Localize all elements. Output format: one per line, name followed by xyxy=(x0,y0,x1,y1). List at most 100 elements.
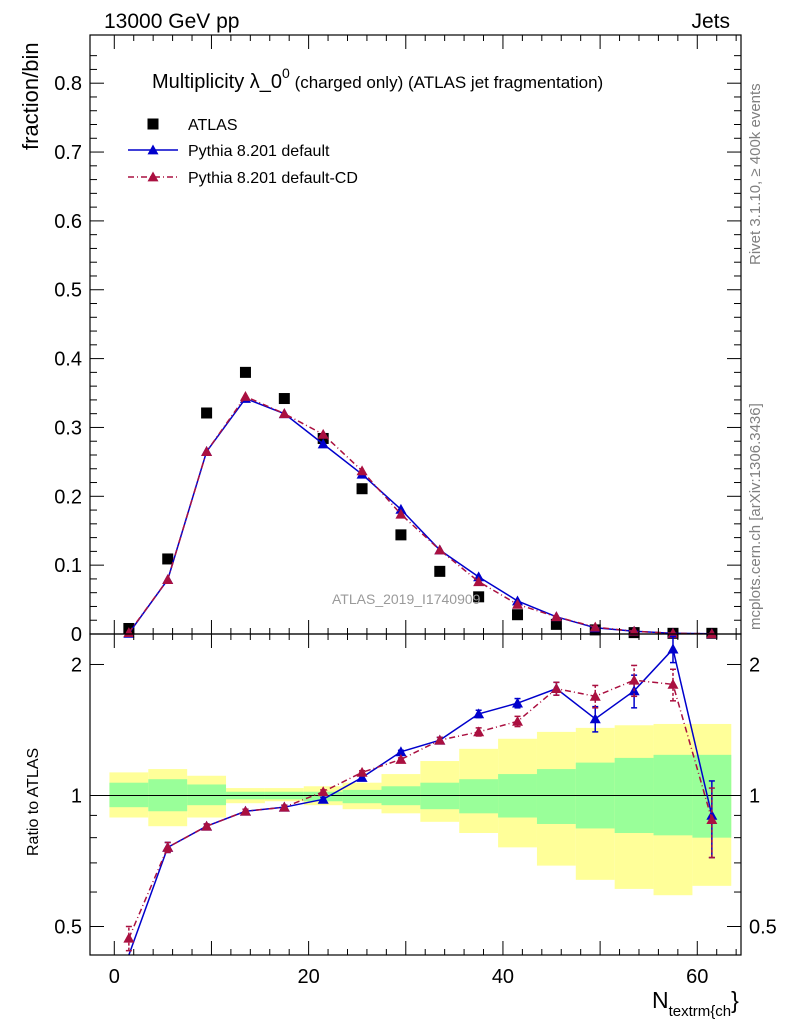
y-tick-label: 0.5 xyxy=(54,280,82,302)
ratio-point xyxy=(317,786,329,797)
main-plot-title: Multiplicity λ_00 (charged only) (ATLAS … xyxy=(152,65,603,93)
main-y-axis-label: fraction/bin xyxy=(18,42,43,150)
ratio-y-tick-label-left: 1 xyxy=(71,785,82,807)
x-axis-label-subscript: textrm{ch xyxy=(669,1003,732,1020)
main-plot-title-rest: (charged only) (ATLAS jet fragmentation) xyxy=(290,73,603,92)
data-point xyxy=(201,407,213,419)
data-point xyxy=(317,438,329,449)
y-tick-label: 0.3 xyxy=(54,417,82,439)
data-point xyxy=(356,465,368,476)
data-point xyxy=(473,591,485,603)
ratio-point xyxy=(589,690,601,701)
ratio-series-line xyxy=(128,647,713,956)
data-point xyxy=(667,627,679,638)
data-point xyxy=(395,529,407,541)
header-right: Jets xyxy=(691,10,730,33)
y-tick-label: 0 xyxy=(71,624,82,646)
data-point xyxy=(162,574,174,585)
data-point xyxy=(278,393,290,405)
data-point xyxy=(512,609,524,621)
legend-marker xyxy=(147,144,159,155)
band-stat-bin xyxy=(536,769,576,824)
ratio-point xyxy=(550,683,562,694)
data-point xyxy=(473,576,485,587)
data-point xyxy=(434,565,446,577)
ratio-point xyxy=(317,793,329,804)
ratio-axes: 0 20 40 60 0.5 0.5 1 1 2 2 xyxy=(54,633,777,988)
main-plot-title-main: Multiplicity λ_0 xyxy=(152,71,282,93)
ratio-point xyxy=(434,734,446,745)
x-axis-label-main: N xyxy=(652,987,669,1013)
ratio-y-tick-label-right: 0.5 xyxy=(749,916,777,938)
data-point xyxy=(356,483,368,495)
x-axis-label-tail: } xyxy=(731,987,739,1013)
legend-label: ATLAS xyxy=(188,117,238,134)
ratio-point xyxy=(162,841,174,852)
band-stat-bin xyxy=(342,789,382,804)
data-point xyxy=(550,611,562,622)
header-left: 13000 GeV pp xyxy=(104,10,239,33)
data-point xyxy=(317,428,329,439)
ratio-point xyxy=(667,643,679,654)
ratio-point xyxy=(706,814,718,825)
legend-marker xyxy=(147,118,159,130)
analysis-label: ATLAS_2019_I1740909 xyxy=(332,591,481,607)
ratio-point xyxy=(278,801,290,812)
legend-marker xyxy=(147,171,159,182)
ratio-y-tick-label-left: 2 xyxy=(71,654,82,676)
x-tick-label: 40 xyxy=(492,966,514,988)
y-tick-label: 0.1 xyxy=(54,555,82,577)
data-point xyxy=(239,390,251,401)
rivet-note: Rivet 3.1.10, ≥ 400k events xyxy=(747,83,764,265)
band-stat-bin xyxy=(109,782,149,808)
ratio-series-pythia-8-201-default-cd xyxy=(123,664,718,952)
y-tick-label: 0.8 xyxy=(54,73,82,95)
ratio-point xyxy=(239,805,251,816)
series-line xyxy=(128,397,712,635)
legend-label: Pythia 8.201 default xyxy=(188,143,330,160)
y-tick-label: 0.6 xyxy=(54,211,82,233)
data-point xyxy=(201,446,213,456)
ratio-y-tick-label-left: 0.5 xyxy=(54,916,82,938)
band-stat-bin xyxy=(459,779,499,814)
ratio-point xyxy=(356,771,368,782)
data-point xyxy=(628,625,640,636)
x-tick-label: 60 xyxy=(686,966,708,988)
ratio-point xyxy=(628,674,640,685)
ratio-point xyxy=(667,678,679,689)
x-axis-label: Ntextrm{ch} xyxy=(652,987,739,1020)
ratio-point xyxy=(201,820,213,831)
ratio-y-tick-label-right: 1 xyxy=(749,785,760,807)
data-point xyxy=(239,366,251,378)
y-tick-label: 0.4 xyxy=(54,349,82,371)
main-plot-title-superscript: 0 xyxy=(282,65,290,81)
legend-label: Pythia 8.201 default-CD xyxy=(188,170,358,187)
legend: ATLAS Pythia 8.201 default Pythia 8.201 de… xyxy=(128,117,358,187)
ratio-plot: Ratio to ATLAS 0 20 40 60 0.5 0.5 1 1 2 2 xyxy=(25,633,777,988)
data-point xyxy=(550,618,562,630)
ratio-y-axis-label: Ratio to ATLAS xyxy=(25,748,42,856)
ratio-point xyxy=(473,708,485,719)
ratio-point xyxy=(395,746,407,757)
main-plot: Multiplicity λ_00 (charged only) (ATLAS … xyxy=(18,34,742,646)
x-tick-label: 20 xyxy=(297,966,319,988)
y-tick-label: 0.2 xyxy=(54,486,82,508)
mcplots-note: mcplots.cern.ch [arXiv:1306.3436] xyxy=(747,403,764,630)
ratio-point xyxy=(395,753,407,764)
ratio-point xyxy=(512,715,524,726)
data-point xyxy=(589,621,601,632)
data-point xyxy=(278,408,290,419)
ratio-frame xyxy=(89,633,742,956)
data-point xyxy=(395,508,407,519)
band-stat-bin xyxy=(187,784,227,806)
ratio-y-tick-label-right: 2 xyxy=(749,654,760,676)
ratio-point xyxy=(473,726,485,737)
ratio-point xyxy=(356,766,368,777)
ratio-point xyxy=(123,932,135,943)
data-point xyxy=(512,598,524,609)
ratio-series-layer xyxy=(123,635,718,956)
ratio-point xyxy=(589,713,601,724)
ratio-point xyxy=(512,697,524,708)
data-point xyxy=(434,544,446,555)
